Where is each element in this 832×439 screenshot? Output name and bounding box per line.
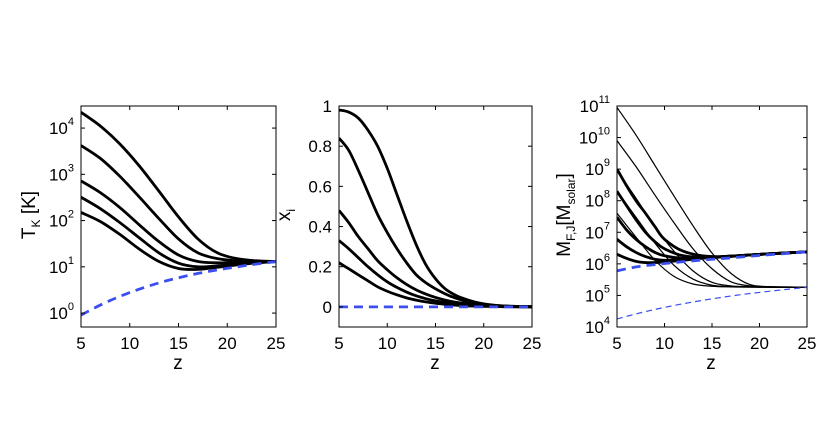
x-tick-label: 20 xyxy=(218,334,237,353)
x-tick-label: 20 xyxy=(474,334,493,353)
y-tick-label: 104 xyxy=(49,116,74,138)
y-tick-label: 104 xyxy=(585,315,610,337)
y-tick-label: 1010 xyxy=(579,126,610,148)
series-line xyxy=(81,179,276,265)
panel-filtering-jeans-mass: z MF,J[Msolar] 5 10 15 20 25 104 105 106 107 108 1… xyxy=(554,94,816,374)
series-line xyxy=(81,211,276,271)
y-axis-label: xi xyxy=(274,209,298,221)
series-line xyxy=(339,108,532,309)
y-tick-label: 0.2 xyxy=(308,258,332,277)
x-axis-label: z xyxy=(430,353,440,374)
x-tick-label: 15 xyxy=(169,334,188,353)
y-axis-label: TK [K] xyxy=(19,191,43,239)
y-tick-label: 0 xyxy=(323,298,332,317)
y-tick-label: 1 xyxy=(323,97,332,116)
series-line xyxy=(617,170,807,288)
series-line xyxy=(339,261,532,309)
plot-area xyxy=(81,111,276,317)
axes-frame xyxy=(338,105,533,328)
x-tick-label: 15 xyxy=(426,334,445,353)
series-line xyxy=(617,250,807,265)
panel-temperature: z TK [K] 5 10 15 20 25 100 101 102 103 104 xyxy=(19,105,286,374)
y-tick-label: 108 xyxy=(585,189,610,211)
series-line-dashed xyxy=(81,260,276,317)
series-line xyxy=(81,111,276,263)
x-tick-label: 5 xyxy=(334,334,343,353)
y-tick-label: 0.6 xyxy=(308,177,332,196)
x-tick-label: 5 xyxy=(612,334,621,353)
x-tick-label: 25 xyxy=(523,334,542,353)
y-tick-label: 106 xyxy=(585,252,610,274)
y-tick-label: 101 xyxy=(49,255,74,277)
series-line-dashed xyxy=(617,286,807,320)
x-tick-label: 10 xyxy=(655,334,674,353)
y-tick-label: 0.8 xyxy=(308,137,332,156)
x-tick-label: 5 xyxy=(76,334,85,353)
y-tick-label: 107 xyxy=(585,220,610,242)
y-tick-label: 109 xyxy=(585,157,610,179)
x-tick-label: 25 xyxy=(798,334,817,353)
x-tick-label: 15 xyxy=(703,334,722,353)
y-tick-label: 102 xyxy=(49,209,74,231)
series-line xyxy=(617,168,807,259)
y-tick-label: 103 xyxy=(49,162,74,184)
x-axis-label: z xyxy=(706,353,716,374)
x-tick-label: 25 xyxy=(267,334,286,353)
x-axis-label: z xyxy=(173,353,183,374)
series-line xyxy=(617,190,807,288)
plot-area xyxy=(617,107,807,320)
y-tick-label: 100 xyxy=(49,301,74,323)
x-tick-label: 10 xyxy=(120,334,139,353)
y-tick-label: 1011 xyxy=(580,94,610,116)
y-tick-label: 105 xyxy=(585,283,610,305)
series-line xyxy=(81,144,276,264)
plot-area xyxy=(339,108,532,309)
series-line-dashed xyxy=(617,250,807,273)
x-tick-label: 20 xyxy=(750,334,769,353)
series-line xyxy=(339,209,532,309)
x-tick-label: 10 xyxy=(378,334,397,353)
axes-frame xyxy=(616,105,808,328)
series-line xyxy=(617,212,807,288)
panel-ionized-fraction: z xi 5 10 15 20 25 0 0.2 0.4 0.6 0.8 1 xyxy=(274,97,541,374)
y-tick-label: 0.4 xyxy=(308,218,332,237)
y-axis-label: MF,J[Msolar] xyxy=(554,173,578,257)
